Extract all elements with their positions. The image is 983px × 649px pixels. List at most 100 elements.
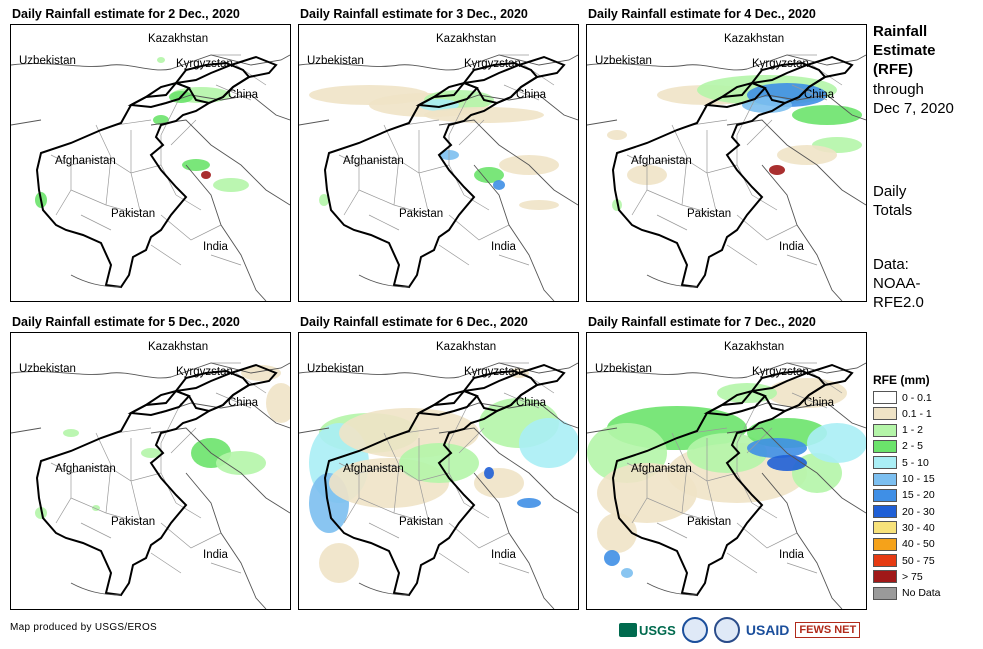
legend-swatch bbox=[873, 456, 897, 470]
map-graphic bbox=[587, 54, 866, 301]
label-kazakhstan: Kazakhstan bbox=[436, 341, 497, 353]
map-credit: Map produced by USGS/EROS bbox=[10, 622, 158, 633]
label-afghanistan: Afghanistan bbox=[343, 463, 404, 475]
label-uzbekistan: Uzbekistan bbox=[307, 55, 364, 67]
rain-patch bbox=[621, 568, 633, 578]
rain-patch bbox=[157, 57, 165, 63]
rain-patch bbox=[216, 451, 266, 475]
legend-item: 1 - 2 bbox=[873, 423, 923, 438]
rain-patch bbox=[519, 418, 578, 468]
rain-patch bbox=[424, 107, 544, 123]
legend-label: 30 - 40 bbox=[902, 521, 935, 534]
focus-region-outline bbox=[35, 55, 278, 289]
coastline bbox=[70, 274, 122, 288]
side-data-line3: RFE2.0 bbox=[873, 294, 924, 311]
label-kyrgyzstan: Kyrgyzstan bbox=[464, 366, 521, 378]
rain-patch bbox=[747, 438, 807, 458]
coastline bbox=[358, 274, 410, 288]
province-boundaries bbox=[50, 362, 267, 574]
label-china: China bbox=[516, 89, 547, 101]
usgs-logo: USGS bbox=[619, 623, 676, 638]
legend-item: 5 - 10 bbox=[873, 455, 929, 470]
label-pakistan: Pakistan bbox=[399, 516, 444, 528]
side-heading-line1: Rainfall bbox=[873, 23, 928, 40]
coastline bbox=[646, 274, 698, 288]
side-totals-line1: Daily bbox=[873, 183, 907, 200]
legend-swatch bbox=[873, 570, 897, 584]
legend-swatch bbox=[873, 391, 897, 404]
label-afghanistan: Afghanistan bbox=[55, 155, 116, 167]
label-india: India bbox=[491, 549, 516, 561]
panel-title: Daily Rainfall estimate for 5 Dec., 2020 bbox=[12, 315, 240, 329]
rainfall-overlay bbox=[35, 365, 290, 519]
rain-patch bbox=[63, 429, 79, 437]
label-china: China bbox=[804, 397, 835, 409]
map-graphic bbox=[11, 362, 290, 609]
province-boundaries bbox=[50, 54, 267, 266]
rain-patch bbox=[807, 423, 866, 463]
rainfall-overlay bbox=[587, 378, 866, 578]
label-pakistan: Pakistan bbox=[687, 208, 732, 220]
legend-swatch bbox=[873, 537, 897, 551]
map-graphic bbox=[11, 54, 290, 301]
legend-item: 10 - 15 bbox=[873, 472, 935, 487]
side-data-line1: Data: bbox=[873, 256, 909, 273]
legend-swatch bbox=[873, 423, 897, 437]
legend-label: 20 - 30 bbox=[902, 505, 935, 518]
label-uzbekistan: Uzbekistan bbox=[19, 55, 76, 67]
label-uzbekistan: Uzbekistan bbox=[595, 363, 652, 375]
rain-patch bbox=[767, 455, 807, 471]
rain-patch bbox=[769, 165, 785, 175]
legend-swatch bbox=[873, 472, 897, 486]
focus-region-outline bbox=[611, 55, 854, 289]
side-totals-line2: Totals bbox=[873, 202, 913, 219]
legend-item: 40 - 50 bbox=[873, 537, 935, 552]
map-graphic bbox=[299, 54, 578, 301]
legend-label: No Data bbox=[902, 587, 941, 600]
map-graphic bbox=[299, 362, 578, 609]
rain-patch bbox=[319, 194, 329, 206]
label-pakistan: Pakistan bbox=[687, 516, 732, 528]
label-pakistan: Pakistan bbox=[111, 516, 156, 528]
label-kyrgyzstan: Kyrgyzstan bbox=[752, 366, 809, 378]
label-india: India bbox=[779, 549, 804, 561]
side-data-line2: NOAA- bbox=[873, 275, 921, 292]
rainfall-map: Kazakhstan Uzbekistan Kyrgyzstan China A… bbox=[298, 24, 579, 302]
label-uzbekistan: Uzbekistan bbox=[595, 55, 652, 67]
rain-patch bbox=[597, 513, 637, 553]
label-afghanistan: Afghanistan bbox=[343, 155, 404, 167]
country-boundaries bbox=[11, 362, 290, 609]
rain-patch bbox=[419, 99, 459, 111]
rain-patch bbox=[319, 543, 359, 583]
legend-label: 0.1 - 1 bbox=[902, 407, 932, 420]
coastline bbox=[70, 582, 122, 596]
rain-patch bbox=[777, 145, 837, 165]
legend-swatch bbox=[873, 554, 897, 567]
rain-patch bbox=[241, 365, 281, 381]
rain-patch bbox=[153, 115, 169, 125]
rain-patch bbox=[484, 467, 494, 479]
legend-swatch bbox=[873, 586, 897, 600]
label-pakistan: Pakistan bbox=[111, 208, 156, 220]
rain-patch bbox=[604, 550, 620, 566]
focus-region-outline bbox=[35, 363, 278, 597]
label-kazakhstan: Kazakhstan bbox=[148, 341, 209, 353]
legend-swatch bbox=[873, 488, 897, 502]
label-kyrgyzstan: Kyrgyzstan bbox=[752, 58, 809, 70]
rain-patch bbox=[201, 171, 211, 179]
legend-item: > 75 bbox=[873, 569, 923, 584]
label-uzbekistan: Uzbekistan bbox=[19, 363, 76, 375]
legend-label: 1 - 2 bbox=[902, 424, 924, 437]
province-boundaries bbox=[626, 54, 843, 266]
legend-label: 50 - 75 bbox=[902, 554, 935, 567]
rain-patch bbox=[519, 200, 559, 210]
label-kyrgyzstan: Kyrgyzstan bbox=[464, 58, 521, 70]
label-china: China bbox=[804, 89, 835, 101]
legend-title: RFE (mm) bbox=[873, 373, 930, 387]
legend-swatch bbox=[873, 439, 897, 453]
side-heading-line2: Estimate bbox=[873, 42, 936, 59]
focus-region-outline bbox=[323, 363, 566, 597]
map-graphic bbox=[587, 362, 866, 609]
country-boundaries bbox=[11, 54, 290, 301]
label-kazakhstan: Kazakhstan bbox=[724, 33, 785, 45]
